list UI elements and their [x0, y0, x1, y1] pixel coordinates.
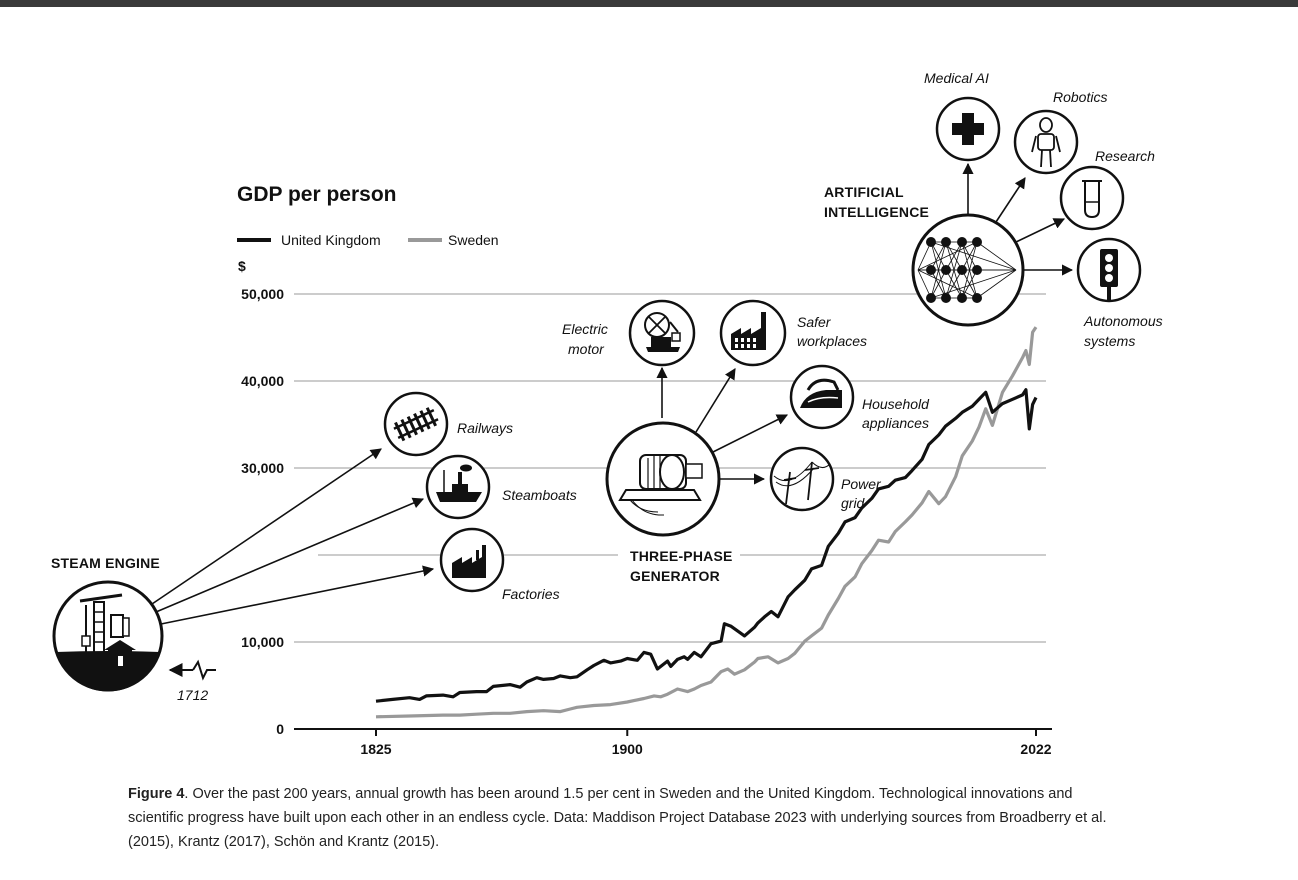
- ai-label-line1: ARTIFICIAL: [824, 184, 904, 200]
- household-appliances-label-line2: appliances: [862, 415, 929, 431]
- power-grid-label-line2: grid: [841, 495, 866, 511]
- ai-cluster: ARTIFICIAL INTELLIGENCE Medical AI Robot…: [824, 70, 1163, 349]
- nn-node: [941, 293, 951, 303]
- chart-title: GDP per person: [237, 183, 397, 206]
- railways-label: Railways: [457, 420, 513, 436]
- steam-engine-label: STEAM ENGINE: [51, 555, 160, 571]
- nn-node: [926, 265, 936, 275]
- nn-edge: [917, 241, 978, 271]
- steamboats-label: Steamboats: [502, 487, 577, 503]
- factory-icon: [439, 527, 505, 593]
- test-tube-icon: [1059, 165, 1125, 231]
- nn-node: [957, 237, 967, 247]
- arrow-to-household-appliances: [712, 414, 789, 453]
- nn-node: [957, 265, 967, 275]
- nn-edge: [961, 269, 978, 299]
- caption-figure-label: Figure 4: [128, 786, 185, 802]
- steam-engine-cluster: STEAM ENGINE 1712: [51, 391, 577, 703]
- autonomous-systems-label-line2: systems: [1084, 333, 1135, 349]
- year-1712-arrow: [168, 659, 216, 681]
- y-tick-label: 50,000: [241, 286, 284, 302]
- arrow-to-research: [1015, 218, 1066, 243]
- legend: United Kingdom Sweden: [237, 232, 499, 248]
- x-tick-label: 1900: [612, 741, 643, 757]
- year-1712-label: 1712: [177, 687, 208, 703]
- electric-motor-label-line2: motor: [568, 341, 605, 357]
- power-grid-label-line1: Power: [841, 476, 882, 492]
- modern-factory-icon: [719, 299, 787, 367]
- safer-workplaces-label-line2: workplaces: [797, 333, 867, 349]
- nn-node: [957, 293, 967, 303]
- generator-icon: [605, 421, 721, 537]
- nn-edge: [961, 241, 978, 271]
- x-tick-label: 2022: [1020, 741, 1051, 757]
- railway-track-icon: [383, 391, 449, 457]
- generator-label-line1: THREE-PHASE: [630, 548, 733, 564]
- nn-node: [941, 237, 951, 247]
- nn-node: [941, 265, 951, 275]
- nn-edge: [976, 241, 1017, 271]
- research-label: Research: [1095, 148, 1155, 164]
- nn-node: [926, 293, 936, 303]
- clothes-iron-icon: [789, 364, 855, 430]
- nn-edge: [917, 269, 978, 299]
- y-tick-label: 40,000: [241, 373, 284, 389]
- arrow-to-steamboats: [155, 497, 425, 613]
- arrow-to-robotics: [995, 177, 1026, 223]
- steamboat-icon: [425, 454, 491, 520]
- household-appliances-label-line1: Household: [862, 396, 930, 412]
- nn-edge: [930, 269, 947, 299]
- electric-motor-icon: [628, 299, 696, 367]
- data-series: [375, 326, 1038, 719]
- neural-network-icon: [911, 213, 1025, 327]
- y-tick-labels: 0 10,000 30,000 40,000 50,000: [241, 286, 284, 737]
- series-line-sweden: [375, 326, 1038, 719]
- nn-edge: [930, 241, 947, 271]
- caption-text: . Over the past 200 years, annual growth…: [128, 786, 1107, 850]
- legend-label-uk: United Kingdom: [281, 232, 381, 248]
- nn-edge: [917, 269, 932, 299]
- nn-edge: [945, 269, 963, 299]
- y-tick-label: 0: [276, 721, 284, 737]
- nn-node: [926, 237, 936, 247]
- nn-edge: [976, 269, 1017, 299]
- nn-node: [972, 293, 982, 303]
- x-axis: 1825 1900 2022: [294, 728, 1052, 757]
- steam-engine-icon: [52, 580, 164, 692]
- power-line-icon: [769, 446, 835, 512]
- y-tick-label: 30,000: [241, 460, 284, 476]
- arrow-to-safer-workplaces: [695, 368, 736, 433]
- autonomous-systems-label-line1: Autonomous: [1083, 313, 1163, 329]
- nn-edge: [917, 241, 932, 271]
- medical-cross-icon: [935, 96, 1001, 162]
- safer-workplaces-label-line1: Safer: [797, 314, 832, 330]
- generator-cluster: THREE-PHASE GENERATOR Electric motor: [562, 299, 930, 584]
- arrow-to-factories: [160, 565, 435, 625]
- nn-node: [972, 265, 982, 275]
- figure-caption: Figure 4. Over the past 200 years, annua…: [128, 782, 1128, 854]
- medical-ai-label: Medical AI: [924, 70, 989, 86]
- robot-icon: [1013, 109, 1079, 175]
- y-axis-unit: $: [238, 258, 246, 274]
- series-line-united-kingdom: [375, 388, 1038, 703]
- robotics-label: Robotics: [1053, 89, 1107, 105]
- gdp-chart: GDP per person United Kingdom Sweden $ 0…: [51, 70, 1163, 757]
- legend-label-sweden: Sweden: [448, 232, 499, 248]
- top-bar: [0, 0, 1298, 7]
- y-tick-label: 10,000: [241, 634, 284, 650]
- factories-label: Factories: [502, 586, 560, 602]
- nn-edge: [945, 241, 963, 271]
- nn-node: [972, 237, 982, 247]
- x-tick-label: 1825: [360, 741, 391, 757]
- generator-label-line2: GENERATOR: [630, 568, 720, 584]
- traffic-light-icon: [1076, 237, 1142, 303]
- arrow-to-railways: [151, 448, 382, 605]
- ai-label-line2: INTELLIGENCE: [824, 204, 929, 220]
- electric-motor-label-line1: Electric: [562, 321, 608, 337]
